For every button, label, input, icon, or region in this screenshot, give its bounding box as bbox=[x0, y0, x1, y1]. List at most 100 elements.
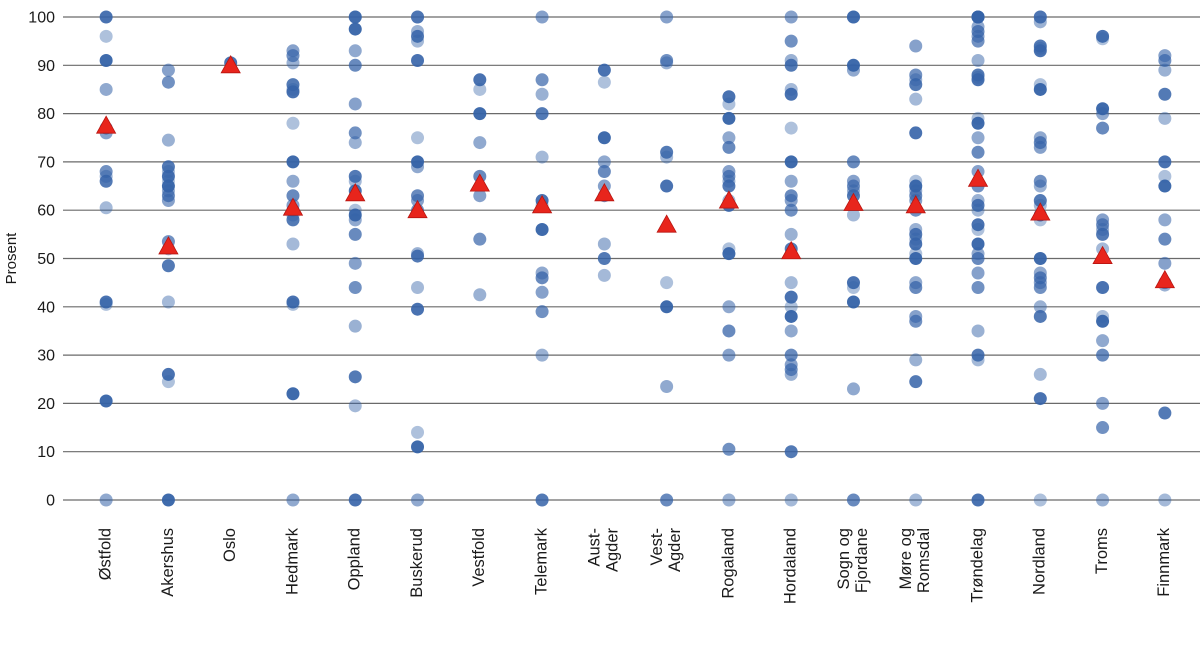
data-point-municipality bbox=[722, 442, 736, 456]
data-point-municipality bbox=[473, 82, 487, 96]
data-point-municipality bbox=[1096, 396, 1110, 410]
data-point-municipality bbox=[846, 493, 860, 507]
x-category-label: Rogaland bbox=[719, 528, 737, 599]
data-point-municipality bbox=[286, 387, 300, 401]
data-point-municipality bbox=[1033, 194, 1047, 208]
data-point-municipality bbox=[161, 375, 175, 389]
y-tick-label-70: 70 bbox=[37, 154, 55, 171]
x-category-label: Finnmark bbox=[1155, 527, 1173, 597]
data-point-municipality bbox=[1158, 493, 1172, 507]
data-point-municipality bbox=[971, 73, 985, 87]
x-category-label: Troms bbox=[1093, 528, 1111, 574]
data-point-municipality bbox=[1158, 155, 1172, 169]
data-point-municipality bbox=[348, 136, 362, 150]
data-point-municipality bbox=[784, 300, 798, 314]
x-category-label: Nordland bbox=[1031, 528, 1049, 595]
data-point-municipality bbox=[1033, 493, 1047, 507]
data-point-municipality bbox=[660, 56, 674, 70]
data-point-municipality bbox=[1158, 63, 1172, 77]
data-point-municipality bbox=[784, 309, 798, 323]
data-point-municipality bbox=[99, 10, 113, 24]
data-point-municipality bbox=[722, 348, 736, 362]
data-point-municipality bbox=[660, 493, 674, 507]
data-point-municipality bbox=[1096, 421, 1110, 435]
data-point-municipality bbox=[1033, 179, 1047, 193]
data-point-municipality bbox=[660, 145, 674, 159]
x-category-label: Agder bbox=[604, 527, 622, 572]
data-point-municipality bbox=[99, 394, 113, 408]
data-point-municipality bbox=[348, 319, 362, 333]
x-category-label: Hedmark bbox=[283, 527, 301, 595]
x-category-label: Agder bbox=[666, 527, 684, 572]
data-point-municipality bbox=[535, 493, 549, 507]
data-point-municipality bbox=[846, 295, 860, 309]
data-point-county-mean bbox=[781, 240, 802, 260]
data-point-municipality bbox=[348, 213, 362, 227]
data-point-municipality bbox=[1158, 87, 1172, 101]
data-point-municipality bbox=[1096, 32, 1110, 46]
data-point-municipality bbox=[909, 237, 923, 251]
data-point-municipality bbox=[722, 247, 736, 261]
data-point-municipality bbox=[411, 10, 425, 24]
data-point-municipality bbox=[1158, 169, 1172, 183]
data-point-municipality bbox=[722, 179, 736, 193]
data-point-municipality bbox=[1158, 53, 1172, 67]
data-point-municipality bbox=[1096, 314, 1110, 328]
data-point-municipality bbox=[161, 75, 175, 89]
data-point-municipality bbox=[99, 174, 113, 188]
data-point-county-mean bbox=[407, 199, 428, 219]
data-point-municipality bbox=[161, 493, 175, 507]
data-point-municipality bbox=[411, 53, 425, 67]
x-category-label: Oppland bbox=[346, 528, 364, 590]
data-point-municipality bbox=[784, 227, 798, 241]
data-point-municipality bbox=[971, 266, 985, 280]
data-point-municipality bbox=[411, 160, 425, 174]
data-point-municipality bbox=[971, 10, 985, 24]
data-point-municipality bbox=[971, 203, 985, 217]
data-point-municipality bbox=[784, 348, 798, 362]
data-point-municipality bbox=[660, 179, 674, 193]
data-point-municipality bbox=[348, 169, 362, 183]
data-point-municipality bbox=[846, 208, 860, 222]
data-point-municipality bbox=[722, 140, 736, 154]
data-point-municipality bbox=[348, 493, 362, 507]
data-point-municipality bbox=[597, 252, 611, 265]
data-point-municipality bbox=[535, 10, 549, 24]
data-point-county-mean bbox=[718, 190, 740, 209]
data-point-county-mean bbox=[967, 168, 989, 187]
data-point-municipality bbox=[286, 493, 300, 507]
y-tick-label-30: 30 bbox=[37, 348, 55, 365]
data-point-municipality bbox=[286, 237, 300, 251]
data-point-municipality bbox=[161, 295, 175, 309]
data-point-county-mean bbox=[843, 192, 864, 211]
data-point-county-mean bbox=[1030, 202, 1051, 221]
data-point-municipality bbox=[1158, 232, 1172, 246]
data-point-municipality bbox=[1158, 213, 1172, 227]
y-tick-label-90: 90 bbox=[37, 58, 55, 75]
data-point-municipality bbox=[784, 367, 798, 381]
data-point-municipality bbox=[909, 126, 923, 140]
x-category-label: Buskerud bbox=[408, 528, 426, 598]
data-point-municipality bbox=[909, 353, 923, 367]
data-point-municipality bbox=[348, 22, 362, 36]
data-point-municipality bbox=[846, 10, 860, 24]
data-point-municipality bbox=[473, 232, 487, 246]
data-point-municipality bbox=[971, 198, 985, 212]
data-point-municipality bbox=[286, 213, 300, 227]
data-point-municipality bbox=[348, 280, 362, 294]
data-point-municipality bbox=[535, 223, 549, 237]
y-tick-label-100: 100 bbox=[28, 10, 55, 27]
data-point-municipality bbox=[971, 493, 985, 507]
data-point-municipality bbox=[597, 268, 611, 282]
data-point-municipality bbox=[909, 78, 923, 92]
x-category-label: Østfold bbox=[96, 528, 114, 580]
data-point-municipality bbox=[784, 121, 798, 135]
data-point-county-mean bbox=[282, 197, 304, 216]
x-category-label: Sogn og bbox=[835, 528, 853, 589]
data-point-municipality bbox=[411, 29, 425, 43]
data-point-municipality bbox=[535, 271, 549, 285]
data-point-municipality bbox=[161, 259, 175, 273]
y-tick-label-80: 80 bbox=[37, 106, 55, 123]
